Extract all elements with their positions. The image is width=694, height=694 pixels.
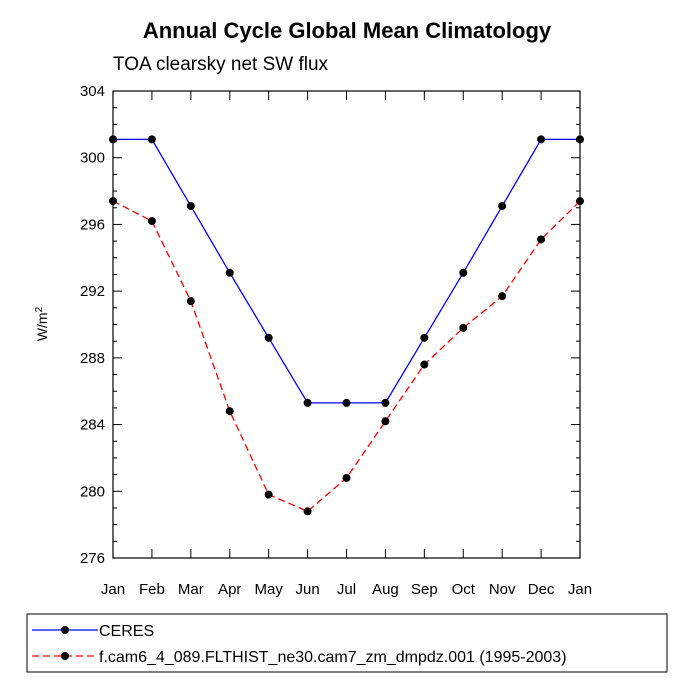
legend-label-0: CERES (99, 623, 154, 640)
y-tick-label: 284 (80, 417, 105, 434)
data-point-series-0 (459, 268, 468, 277)
x-tick-label: Dec (528, 581, 555, 598)
x-tick-label: Sep (411, 581, 438, 598)
y-tick-label: 292 (80, 283, 105, 300)
data-point-series-1 (147, 217, 156, 226)
data-point-series-0 (498, 202, 507, 211)
legend-marker-0 (61, 626, 69, 634)
data-point-series-1 (225, 407, 234, 416)
y-axis-label: W/m2 (34, 306, 50, 341)
data-point-series-1 (420, 360, 429, 369)
data-point-series-1 (186, 297, 195, 306)
data-point-series-1 (498, 292, 507, 301)
series-line-0 (113, 138, 580, 404)
plot-frame (112, 90, 581, 559)
data-point-series-0 (342, 398, 351, 407)
x-tick-label: Apr (218, 581, 241, 598)
data-point-series-0 (303, 398, 312, 407)
data-point-series-0 (420, 333, 429, 342)
x-tick-label: Nov (489, 581, 516, 598)
legend-marker-1 (61, 652, 69, 660)
y-axis: 276 280 284 288 292 296 300 304 (80, 83, 580, 567)
data-point-series-0 (381, 398, 390, 407)
y-tick-label: 276 (80, 550, 105, 567)
y-tick-label: 300 (80, 150, 105, 167)
data-point-series-1 (342, 473, 351, 482)
data-point-series-1 (381, 417, 390, 426)
data-point-series-0 (147, 135, 156, 144)
x-tick-label: Oct (452, 581, 476, 598)
x-tick-label: Jul (337, 581, 356, 598)
data-point-series-0 (186, 202, 195, 211)
x-tick-label: Jan (101, 581, 125, 598)
data-point-series-1 (264, 490, 273, 499)
x-tick-label: May (254, 581, 283, 598)
x-tick-label: Jun (295, 581, 319, 598)
x-tick-label: Jan (568, 581, 592, 598)
y-axis-label-text: W/m (34, 312, 50, 341)
legend-box (26, 613, 668, 673)
chart-title: Annual Cycle Global Mean Climatology (143, 18, 552, 43)
x-tick-label: Mar (178, 581, 204, 598)
data-point-series-1 (537, 235, 546, 244)
y-tick-label: 296 (80, 216, 105, 233)
x-axis: Jan Feb Mar Apr May Jun Jul Aug Sep Oct Nov Dec Jan (101, 91, 592, 598)
data-point-series-1 (576, 197, 584, 206)
data-point-series-0 (109, 135, 117, 144)
data-point-series-1 (303, 507, 312, 516)
chart-subtitle: TOA clearsky net SW flux (113, 54, 329, 75)
data-point-series-0 (576, 135, 584, 144)
series-layer (109, 135, 584, 516)
x-tick-label: Feb (139, 581, 165, 598)
data-point-series-1 (109, 197, 117, 206)
legend: CERES f.cam6_4_089.FLTHIST_ne30.cam7_zm_d… (26, 613, 668, 673)
data-point-series-0 (225, 268, 234, 277)
data-point-series-1 (459, 323, 468, 332)
x-tick-label: Aug (372, 581, 399, 598)
y-tick-label: 304 (80, 83, 105, 100)
legend-label-1: f.cam6_4_089.FLTHIST_ne30.cam7_zm_dmpdz.… (99, 649, 567, 666)
y-tick-label: 288 (80, 350, 105, 367)
data-point-series-0 (537, 135, 546, 144)
plot-area: 276 280 284 288 292 296 300 304 Jan Feb Mar Apr May… (80, 83, 592, 598)
y-axis-label-superscript: 2 (34, 306, 45, 312)
y-tick-label: 280 (80, 483, 105, 500)
series-line-1 (112, 200, 581, 513)
data-point-series-0 (264, 333, 273, 342)
